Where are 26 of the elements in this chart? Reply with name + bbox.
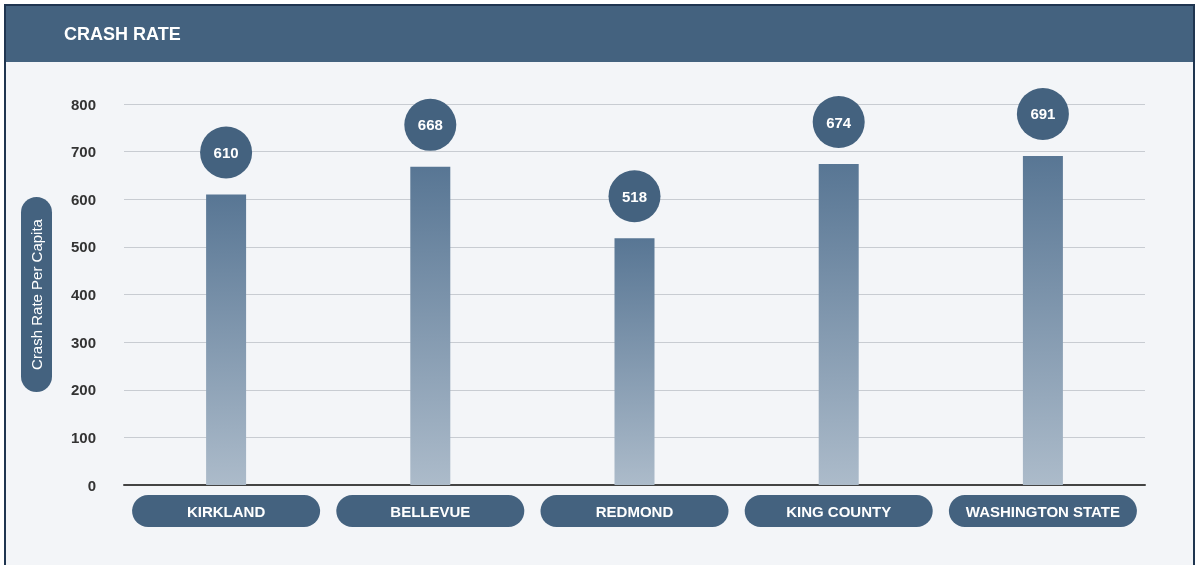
x-tick-label: WASHINGTON STATE xyxy=(965,502,1120,520)
x-tick-label: BELLEVUE xyxy=(390,502,471,520)
y-tick-label: 700 xyxy=(70,143,96,161)
data-label: 668 xyxy=(417,116,443,134)
data-label: 674 xyxy=(826,113,852,131)
data-label: 691 xyxy=(1030,105,1056,123)
bar xyxy=(818,164,859,485)
bar xyxy=(410,166,451,485)
bar xyxy=(206,194,247,485)
bar xyxy=(614,238,655,485)
y-tick-label: 800 xyxy=(70,95,96,113)
x-tick-label: KING COUNTY xyxy=(786,502,892,520)
bar xyxy=(1022,155,1063,485)
x-tick-label: KIRKLAND xyxy=(186,502,266,520)
y-tick-label: 300 xyxy=(70,333,96,351)
y-tick-label: 500 xyxy=(70,238,96,256)
chart-title: CRASH RATE xyxy=(6,6,1193,62)
x-tick-label: REDMOND xyxy=(595,502,674,520)
y-tick-label: 400 xyxy=(70,286,96,303)
data-label: 518 xyxy=(621,187,648,205)
data-label: 610 xyxy=(213,143,239,161)
y-axis-title: Crash Rate Per Capita xyxy=(28,218,45,370)
y-tick-label: 600 xyxy=(70,190,96,208)
y-tick-label: 200 xyxy=(70,381,96,399)
y-tick-label: 0 xyxy=(87,476,96,494)
y-tick-label: 100 xyxy=(70,428,96,446)
